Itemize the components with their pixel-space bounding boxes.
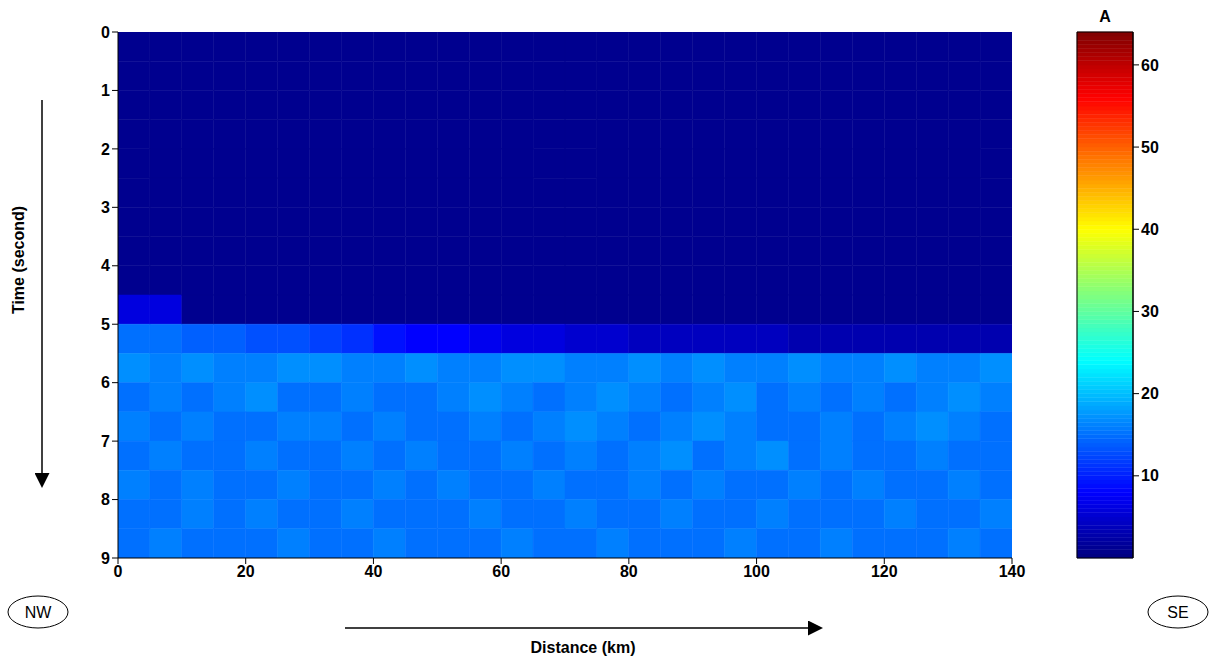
svg-text:SE: SE — [1167, 604, 1188, 621]
svg-text:2: 2 — [101, 141, 110, 158]
svg-text:10: 10 — [1141, 467, 1159, 484]
svg-text:60: 60 — [1141, 57, 1159, 74]
svg-text:20: 20 — [237, 563, 255, 580]
svg-text:NW: NW — [25, 604, 53, 621]
svg-text:140: 140 — [999, 563, 1026, 580]
svg-text:5: 5 — [101, 316, 110, 333]
svg-text:80: 80 — [620, 563, 638, 580]
svg-text:120: 120 — [871, 563, 898, 580]
svg-text:6: 6 — [101, 374, 110, 391]
svg-text:100: 100 — [743, 563, 770, 580]
svg-text:3: 3 — [101, 199, 110, 216]
svg-text:9: 9 — [101, 550, 110, 567]
svg-text:8: 8 — [101, 491, 110, 508]
svg-text:0: 0 — [101, 24, 110, 41]
svg-text:Distance (km): Distance (km) — [531, 639, 636, 656]
svg-text:0: 0 — [114, 563, 123, 580]
svg-text:20: 20 — [1141, 385, 1159, 402]
svg-text:Time (second): Time (second) — [10, 206, 27, 314]
svg-text:30: 30 — [1141, 303, 1159, 320]
svg-text:4: 4 — [101, 257, 110, 274]
svg-text:7: 7 — [101, 433, 110, 450]
svg-text:60: 60 — [492, 563, 510, 580]
svg-text:40: 40 — [365, 563, 383, 580]
svg-text:40: 40 — [1141, 221, 1159, 238]
svg-text:A: A — [1099, 8, 1111, 25]
svg-text:1: 1 — [101, 82, 110, 99]
svg-text:50: 50 — [1141, 139, 1159, 156]
